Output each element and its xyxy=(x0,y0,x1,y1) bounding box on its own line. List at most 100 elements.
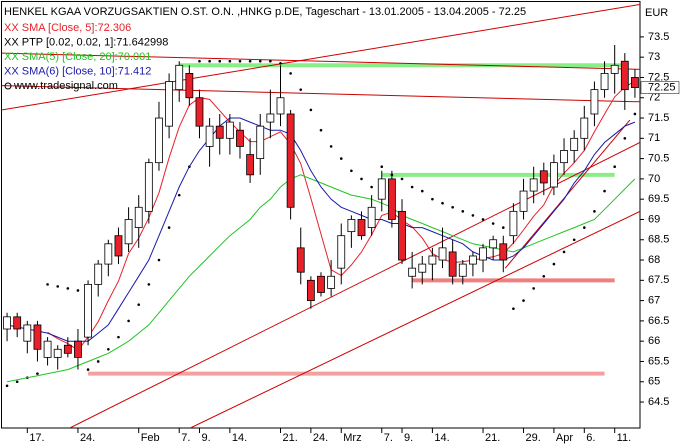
candle-body xyxy=(479,247,487,261)
trend-line xyxy=(190,210,640,428)
ptp-dot xyxy=(623,137,627,140)
x-tick-label: 24. xyxy=(313,432,328,444)
candle-body xyxy=(489,239,498,249)
candle-body xyxy=(84,283,92,338)
y-tick-label: 67.5 xyxy=(648,274,669,286)
trend-line xyxy=(2,52,640,70)
ptp-dot xyxy=(593,210,596,213)
ptp-dot xyxy=(583,226,586,229)
y-tick-label: 70.5 xyxy=(648,153,669,165)
x-tick-label: 21. xyxy=(485,432,500,444)
candle-body xyxy=(550,162,558,188)
ptp-dot xyxy=(289,72,292,75)
ptp-dot xyxy=(451,205,454,209)
ptp-dot xyxy=(481,218,485,221)
y-tick-label: 71.5 xyxy=(648,112,669,124)
ptp-dot xyxy=(633,112,637,116)
chart-title: HENKEL KGAA VORZUGSAKTIEN O.ST. O.N. ,HN… xyxy=(4,6,526,18)
candle-body xyxy=(387,178,396,220)
candle-body xyxy=(236,129,244,147)
candle-body xyxy=(185,73,194,99)
y-tick-label: 65 xyxy=(648,376,660,388)
x-tick-label: 6. xyxy=(586,432,595,444)
candle-body xyxy=(246,154,255,176)
ptp-dot xyxy=(157,258,161,262)
indicator-line xyxy=(6,117,636,342)
candle-body xyxy=(337,235,346,269)
ptp-dot xyxy=(96,360,100,363)
candle-body xyxy=(74,340,82,358)
candle-body xyxy=(509,210,518,237)
source-label: www.tradesignal.com xyxy=(13,80,118,92)
candle-body xyxy=(529,178,538,192)
ptp-dot xyxy=(127,319,130,323)
ptp-dot xyxy=(512,307,515,311)
x-tick-label: 9. xyxy=(201,432,210,444)
candle-body xyxy=(144,162,153,212)
y-tick-label: 73 xyxy=(648,51,660,63)
last-price-label: 72.25 xyxy=(648,82,676,94)
candle-body xyxy=(539,170,548,184)
y-tick-label: 69.5 xyxy=(648,193,669,205)
ptp-dot xyxy=(360,177,363,181)
last-price-box xyxy=(640,81,680,94)
candle-body xyxy=(286,113,295,208)
ptp-dot xyxy=(147,283,151,286)
y-tick-label: 70 xyxy=(648,173,660,185)
candle-body xyxy=(367,206,376,228)
candle-body xyxy=(63,344,72,354)
ptp-dot xyxy=(137,303,141,306)
ptp-dot xyxy=(461,210,465,213)
candle-body xyxy=(13,316,22,330)
ptp-dot xyxy=(238,59,242,63)
ptp-dot xyxy=(76,289,80,292)
ptp-dot xyxy=(86,368,90,371)
candle-body xyxy=(94,263,103,285)
source-icon xyxy=(4,82,12,90)
ptp-dot xyxy=(350,169,353,173)
candle-body xyxy=(317,275,325,293)
y-tick-label: 66.5 xyxy=(648,315,669,327)
trend-line xyxy=(2,85,640,103)
candle-body xyxy=(195,97,204,127)
y-tick-label: 64.5 xyxy=(648,396,669,408)
x-tick-label: 9. xyxy=(404,432,413,444)
candle-body xyxy=(418,263,427,273)
x-tick-label: 7. xyxy=(181,432,190,444)
ptp-dot xyxy=(66,287,70,290)
y-tick-label: 72 xyxy=(648,92,660,104)
x-tick-label: 24. xyxy=(80,432,95,444)
plot-area xyxy=(2,3,640,428)
y-tick-label: 68.5 xyxy=(648,234,669,246)
candle-body xyxy=(499,243,508,261)
ptp-dot xyxy=(269,59,272,63)
candle-body xyxy=(620,60,629,91)
candle-body xyxy=(327,275,336,289)
candle-body xyxy=(570,137,579,151)
candle-body xyxy=(155,117,163,164)
ptp-dot xyxy=(420,189,424,193)
candle-body xyxy=(296,247,305,273)
ptp-dot xyxy=(208,59,211,63)
y-tick-label: 65.5 xyxy=(648,355,669,367)
ptp-dot xyxy=(572,238,576,242)
candle-body xyxy=(266,113,275,123)
ptp-dot xyxy=(309,108,313,112)
candle-body xyxy=(428,255,437,265)
ptp-dot xyxy=(5,384,9,388)
trend-line xyxy=(2,3,640,111)
x-tick-label: 29. xyxy=(526,432,541,444)
ptp-dot xyxy=(218,59,222,63)
ptp-dot xyxy=(15,380,19,384)
candle-body xyxy=(53,348,62,358)
ptp-dot xyxy=(299,88,303,91)
ptp-dot xyxy=(56,285,59,288)
candle-body xyxy=(165,81,173,127)
ptp-dot xyxy=(522,299,525,302)
ptp-dot xyxy=(248,59,252,63)
candle-body xyxy=(205,125,214,147)
ptp-dot xyxy=(36,372,39,375)
ptp-dot xyxy=(107,347,110,351)
candle-body xyxy=(43,340,52,358)
